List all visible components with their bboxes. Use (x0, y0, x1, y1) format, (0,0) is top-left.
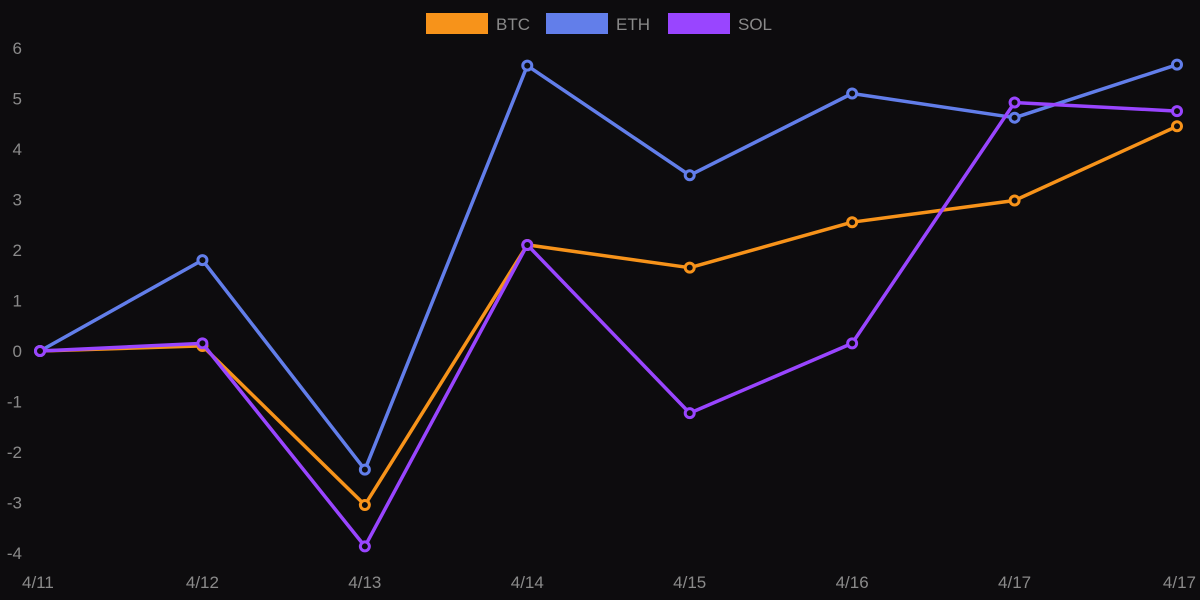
data-point-btc[interactable] (358, 499, 371, 512)
legend-label: ETH (616, 15, 650, 34)
y-tick-label: 5 (13, 90, 22, 109)
x-tick-label: 4/17 (1163, 573, 1196, 592)
data-point-sol[interactable] (521, 238, 534, 251)
series-btc (34, 120, 1183, 512)
x-tick-label: 4/13 (348, 573, 381, 592)
legend-item-btc[interactable]: BTC (426, 13, 530, 34)
data-point-eth[interactable] (1171, 58, 1183, 71)
legend-label: SOL (738, 15, 772, 34)
y-tick-label: 6 (13, 39, 22, 58)
y-tick-label: 0 (13, 342, 22, 361)
data-point-eth[interactable] (196, 254, 209, 267)
data-point-btc[interactable] (1171, 120, 1183, 133)
x-tick-label: 4/14 (511, 573, 544, 592)
x-tick-label: 4/15 (673, 573, 706, 592)
y-tick-label: 1 (13, 292, 22, 311)
series-eth (34, 58, 1183, 476)
data-point-btc[interactable] (846, 216, 859, 229)
legend-swatch (668, 13, 730, 34)
series-line-sol (38, 100, 1179, 549)
data-point-sol[interactable] (196, 337, 209, 350)
data-point-btc[interactable] (683, 261, 696, 274)
y-tick-label: 4 (13, 140, 22, 159)
x-tick-label: 4/11 (22, 573, 54, 592)
data-point-sol[interactable] (358, 540, 371, 553)
legend-item-sol[interactable]: SOL (668, 13, 772, 34)
data-point-eth[interactable] (846, 87, 859, 100)
x-tick-label: 4/12 (186, 573, 219, 592)
series-sol (34, 96, 1183, 553)
y-tick-label: 3 (13, 191, 22, 210)
series-line-eth (38, 62, 1179, 472)
legend-item-eth[interactable]: ETH (546, 13, 650, 34)
y-axis: -4 -3 -2 -1 0 1 2 3 4 5 6 (7, 39, 22, 563)
x-tick-label: 4/17 (998, 573, 1031, 592)
y-tick-label: -2 (7, 443, 22, 462)
legend-label: BTC (496, 15, 530, 34)
series-line-btc (38, 124, 1179, 507)
data-point-sol[interactable] (683, 407, 696, 420)
data-point-sol[interactable] (1008, 96, 1021, 109)
legend-swatch (546, 13, 608, 34)
x-tick-label: 4/16 (836, 573, 869, 592)
series-layer (34, 58, 1183, 553)
x-axis: 4/11 4/12 4/13 4/14 4/15 4/16 4/17 4/17 (22, 573, 1196, 592)
data-point-eth[interactable] (358, 463, 371, 476)
data-point-eth[interactable] (1008, 111, 1021, 124)
data-point-sol[interactable] (34, 345, 46, 357)
legend-swatch (426, 13, 488, 34)
data-point-sol[interactable] (846, 337, 859, 350)
y-tick-label: -1 (7, 393, 22, 412)
y-tick-label: -3 (7, 494, 22, 513)
y-tick-label: -4 (7, 544, 22, 563)
legend: BTC ETH SOL (426, 13, 772, 34)
data-point-eth[interactable] (683, 169, 696, 182)
data-point-btc[interactable] (1008, 194, 1021, 207)
data-point-eth[interactable] (521, 59, 534, 72)
y-tick-label: 2 (13, 241, 22, 260)
data-point-sol[interactable] (1171, 105, 1183, 118)
